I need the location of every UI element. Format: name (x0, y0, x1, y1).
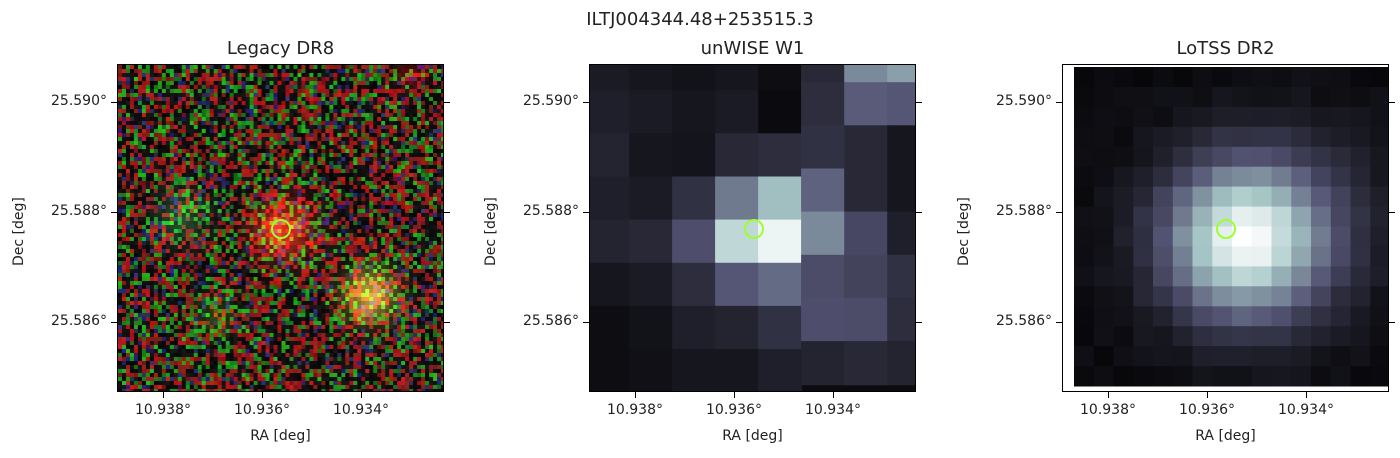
x-axis-label: RA [deg] (250, 428, 311, 444)
y-tick (111, 212, 117, 213)
y-tick-right (916, 102, 922, 103)
x-tick (1207, 392, 1208, 398)
lotss-image-axes (1062, 64, 1389, 392)
y-tick (583, 102, 589, 103)
y-tick (583, 322, 589, 323)
x-tick-label: 10.938° (1080, 402, 1136, 418)
legacy-image (118, 65, 443, 391)
x-tick-label: 10.936° (706, 402, 762, 418)
y-tick-label: 25.590° (523, 93, 579, 109)
y-tick-right (444, 212, 450, 213)
y-tick-right (916, 322, 922, 323)
y-tick-right (1389, 102, 1395, 103)
y-tick-right (1389, 322, 1395, 323)
x-tick-label: 10.938° (607, 402, 663, 418)
y-tick-label: 25.590° (996, 93, 1052, 109)
x-axis-label: RA [deg] (722, 428, 783, 444)
y-tick (111, 102, 117, 103)
panel-title-legacy: Legacy DR8 (226, 38, 335, 59)
source-position-marker (1216, 219, 1236, 239)
x-tick-label: 10.936° (1179, 402, 1235, 418)
y-tick (583, 212, 589, 213)
y-tick-right (444, 322, 450, 323)
x-tick (734, 392, 735, 398)
y-tick-right (1389, 212, 1395, 213)
x-tick (361, 392, 362, 398)
x-tick-label: 10.936° (234, 402, 290, 418)
x-tick (1306, 392, 1307, 398)
source-position-marker (271, 219, 291, 239)
legacy-image-axes (117, 64, 444, 392)
lotss-image (1063, 65, 1388, 391)
figure-title: ILTJ004344.48+253515.3 (586, 9, 814, 30)
x-tick (833, 392, 834, 398)
y-tick-label: 25.590° (51, 93, 107, 109)
x-tick (635, 392, 636, 398)
y-tick-right (916, 212, 922, 213)
y-tick (1056, 212, 1062, 213)
y-tick-label: 25.586° (996, 313, 1052, 329)
x-tick-label: 10.938° (135, 402, 191, 418)
x-tick-label: 10.934° (805, 402, 861, 418)
y-tick-label: 25.586° (523, 313, 579, 329)
unwise-image-axes (589, 64, 916, 392)
panel-title-lotss: LoTSS DR2 (1176, 38, 1275, 59)
x-tick-label: 10.934° (1278, 402, 1334, 418)
x-tick (262, 392, 263, 398)
y-tick (111, 322, 117, 323)
x-tick (1108, 392, 1109, 398)
y-tick (1056, 102, 1062, 103)
source-position-marker (744, 219, 764, 239)
x-axis-label: RA [deg] (1195, 428, 1256, 444)
unwise-image (590, 65, 915, 391)
y-tick-label: 25.588° (523, 203, 579, 219)
y-tick-label: 25.588° (51, 203, 107, 219)
y-tick-label: 25.588° (996, 203, 1052, 219)
y-tick-right (444, 102, 450, 103)
y-tick (1056, 322, 1062, 323)
panel-title-unwise: unWISE W1 (700, 38, 805, 59)
y-tick-label: 25.586° (51, 313, 107, 329)
x-tick-label: 10.934° (333, 402, 389, 418)
x-tick (163, 392, 164, 398)
